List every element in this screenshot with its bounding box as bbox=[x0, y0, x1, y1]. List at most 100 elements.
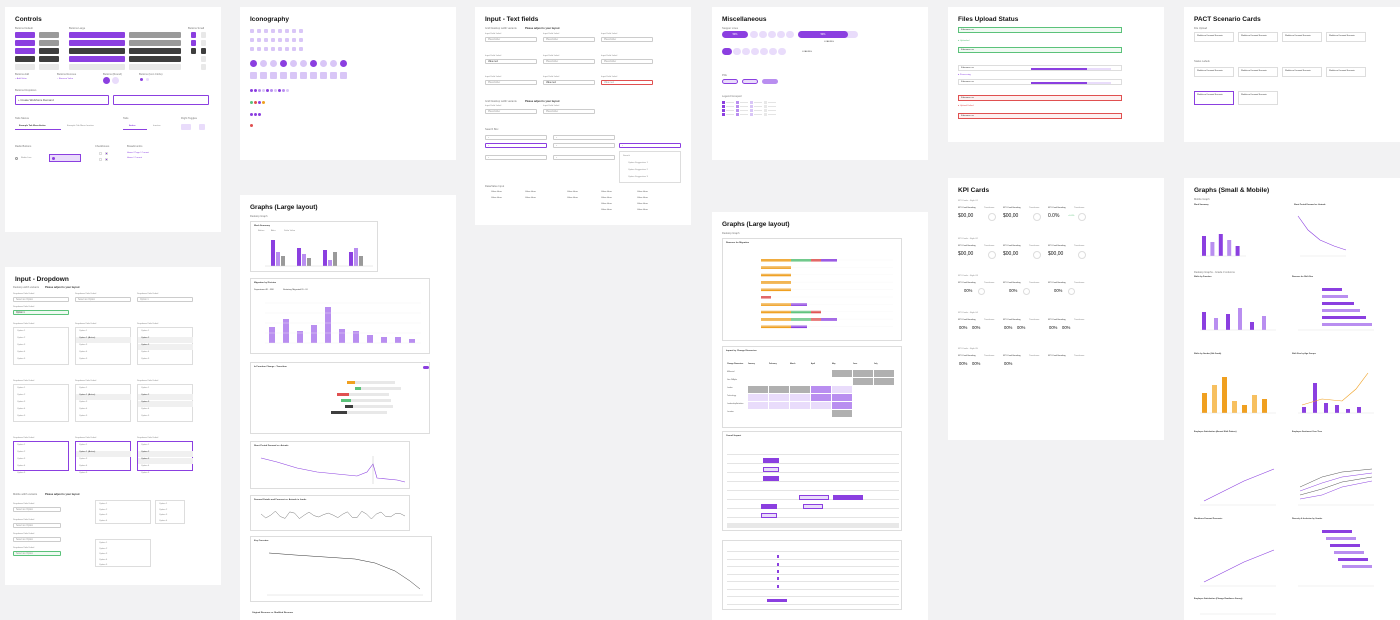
flight-toggle[interactable] bbox=[199, 124, 205, 130]
breadcrumb[interactable]: Home / Page / Current bbox=[127, 152, 149, 154]
scenario-card[interactable]: Workforce Demand Scenario bbox=[1282, 32, 1322, 42]
file-row[interactable]: Filename.csv bbox=[958, 113, 1122, 119]
text-input[interactable]: Placeholder bbox=[485, 109, 537, 114]
dropdown-option[interactable]: Option 4 bbox=[141, 465, 150, 467]
dropdown[interactable]: Select an Option bbox=[75, 297, 131, 302]
dropdown-option[interactable]: Option 5 bbox=[141, 472, 150, 474]
primary-button[interactable] bbox=[15, 32, 35, 38]
large-button[interactable] bbox=[69, 32, 125, 38]
small-icon-button[interactable] bbox=[201, 48, 206, 54]
dropdown[interactable]: Select an Option bbox=[13, 297, 69, 302]
text-input[interactable]: Placeholder bbox=[543, 59, 595, 64]
kpi-timeframe[interactable]: Timeframe bbox=[1074, 355, 1085, 357]
file-row[interactable]: Filename.csv bbox=[958, 79, 1122, 85]
dropdown-option[interactable]: Option 2 bbox=[17, 394, 26, 396]
kpi-timeframe[interactable]: Timeframe bbox=[984, 245, 995, 247]
kpi-timeframe[interactable]: Timeframe bbox=[1074, 245, 1085, 247]
dropdown-option[interactable]: Option 4 bbox=[17, 351, 26, 353]
text-input[interactable]: Placeholder bbox=[485, 80, 537, 85]
dropdown-option[interactable]: Option 2 bbox=[138, 451, 193, 457]
dropdown-option[interactable]: Option 4 bbox=[17, 408, 26, 410]
dropdown-option[interactable]: Option 4 bbox=[141, 351, 150, 353]
flight-toggle[interactable] bbox=[181, 124, 191, 130]
dropdown-option[interactable]: Option 4 bbox=[159, 519, 168, 522]
dropdown-option[interactable]: Option 3 bbox=[17, 344, 26, 346]
bell-icon[interactable] bbox=[330, 72, 337, 79]
dropdown-option[interactable]: Option 1 bbox=[17, 387, 26, 389]
scenario-card[interactable]: Workforce Demand Scenario bbox=[1282, 67, 1322, 77]
radio-button-selected[interactable] bbox=[52, 156, 55, 160]
dropdown-option[interactable]: Option 4 bbox=[17, 465, 26, 467]
large-button[interactable] bbox=[129, 64, 181, 70]
text-input[interactable]: Value text bbox=[485, 59, 537, 64]
text-input[interactable]: Placeholder bbox=[543, 37, 595, 42]
dropdown-option[interactable]: Option 3 bbox=[138, 401, 193, 407]
dropdown-option[interactable]: Option 5 bbox=[79, 415, 88, 417]
dropdown-option[interactable]: Option 1 bbox=[99, 542, 108, 544]
dropdown-option[interactable]: Option 5 bbox=[79, 472, 88, 474]
dropdown[interactable]: Select an Option bbox=[13, 523, 61, 528]
kpi-timeframe[interactable]: Timeframe bbox=[984, 282, 995, 284]
dropdown-option[interactable]: Option 5 bbox=[141, 358, 150, 360]
checkbox[interactable] bbox=[99, 152, 102, 155]
dark-button[interactable] bbox=[39, 56, 59, 62]
large-button[interactable] bbox=[69, 56, 125, 62]
dropdown-option[interactable]: Option 3 bbox=[159, 514, 168, 516]
file-row[interactable]: Filename.csv bbox=[958, 95, 1122, 101]
dropdown-option[interactable]: Option 2 bbox=[159, 508, 168, 511]
text-input[interactable]: Value text bbox=[543, 80, 595, 85]
round-button[interactable] bbox=[112, 77, 119, 84]
chart-icon[interactable] bbox=[340, 72, 347, 79]
secondary-button[interactable] bbox=[39, 32, 59, 38]
kpi-timeframe[interactable]: Timeframe bbox=[1029, 245, 1040, 247]
dropdown-option[interactable]: Option 2 bbox=[99, 547, 108, 550]
search-input[interactable]: ⌕ bbox=[485, 143, 547, 148]
large-button[interactable] bbox=[129, 32, 181, 38]
dropdown-option[interactable]: Option 1 (Active) bbox=[76, 337, 131, 343]
dropdown-option[interactable]: Option 1 bbox=[159, 503, 168, 505]
primary-button[interactable] bbox=[15, 40, 35, 46]
small-icon-button[interactable] bbox=[191, 40, 196, 46]
dropdown-option[interactable]: Option 4 bbox=[79, 408, 88, 410]
dropdown-option[interactable]: Option 3 bbox=[79, 344, 88, 346]
user-icon[interactable] bbox=[310, 72, 317, 79]
dropdown-option[interactable]: Option 3 bbox=[79, 458, 88, 460]
file-icon[interactable] bbox=[320, 72, 327, 79]
dropdown[interactable]: Option 1 bbox=[13, 310, 69, 315]
file-row[interactable]: Filename.csv bbox=[958, 27, 1122, 33]
kpi-timeframe[interactable]: Timeframe bbox=[984, 207, 995, 209]
dropdown-option[interactable]: Option 3 bbox=[99, 514, 108, 516]
dropdown-option[interactable]: Option 3 bbox=[17, 401, 26, 403]
table-cell[interactable]: Value Here bbox=[601, 203, 612, 205]
large-button[interactable] bbox=[69, 40, 125, 46]
search-input[interactable]: ⌕ bbox=[553, 135, 615, 140]
small-icon-button[interactable] bbox=[201, 40, 206, 46]
dropdown[interactable]: Select an Option bbox=[13, 507, 61, 512]
calendar-icon[interactable] bbox=[300, 72, 307, 79]
large-button[interactable] bbox=[129, 40, 181, 46]
table-cell[interactable]: Value Here bbox=[637, 197, 648, 199]
large-button[interactable] bbox=[69, 64, 125, 70]
chart-icon[interactable] bbox=[260, 72, 267, 79]
dropdown-option[interactable]: Option 1 bbox=[79, 387, 88, 389]
dropdown-option[interactable]: Option 4 bbox=[141, 408, 150, 410]
dark-button[interactable] bbox=[39, 48, 59, 54]
empty-dropdown-button[interactable] bbox=[113, 95, 209, 105]
dropdown-option[interactable]: Option 1 bbox=[141, 330, 150, 332]
dropdown-option[interactable]: Option 1 bbox=[79, 444, 88, 446]
text-input[interactable]: Placeholder bbox=[543, 109, 595, 114]
dropdown-option[interactable]: Option 1 bbox=[17, 444, 26, 446]
text-input[interactable]: Placeholder bbox=[601, 37, 653, 42]
suggestion-item[interactable]: Option Suggestion 2 bbox=[628, 169, 648, 171]
pill[interactable] bbox=[722, 79, 738, 84]
dropdown-option[interactable]: Option 4 bbox=[99, 558, 108, 561]
primary-button[interactable] bbox=[15, 48, 35, 54]
kpi-timeframe[interactable]: Timeframe bbox=[984, 319, 995, 321]
secondary-button[interactable] bbox=[39, 40, 59, 46]
dropdown-option[interactable]: Option 2 bbox=[99, 508, 108, 511]
kpi-timeframe[interactable]: Timeframe bbox=[1029, 282, 1040, 284]
table-cell[interactable]: Value Here bbox=[637, 209, 648, 211]
file-row[interactable]: Filename.csv bbox=[958, 65, 1122, 71]
table-cell[interactable]: Value Here bbox=[637, 203, 648, 205]
dropdown-option[interactable]: Option 5 bbox=[99, 564, 108, 566]
